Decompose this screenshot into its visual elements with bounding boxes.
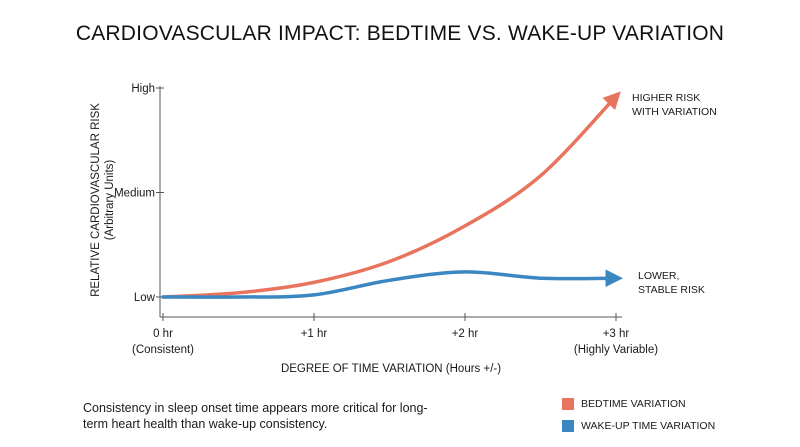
x-tick-label: +3 hr	[603, 328, 630, 340]
x-tick-label: +2 hr	[452, 328, 479, 340]
series-line-wakeup	[161, 269, 623, 299]
legend-label: BEDTIME VARIATION	[581, 398, 686, 410]
legend-item: WAKE-UP TIME VARIATION	[562, 417, 715, 435]
y-tick-label: High	[131, 83, 155, 95]
y-axis-subtitle: (Arbitrary Units)	[104, 160, 116, 241]
x-tick-sublabel: (Consistent)	[132, 344, 194, 356]
legend-item: BEDTIME VARIATION	[562, 395, 715, 413]
series-annotation: LOWER,	[638, 270, 679, 282]
y-tick-label: Medium	[114, 188, 155, 200]
labels-layer: Low Medium High 0 hr (Consistent) +1 hr +2 hr +…	[90, 83, 717, 375]
series-annotation: STABLE RISK	[638, 284, 705, 296]
footnote: Consistency in sleep onset time appears …	[83, 401, 428, 431]
legend-label: WAKE-UP TIME VARIATION	[581, 420, 716, 432]
x-tick-sublabel: (Highly Variable)	[574, 344, 658, 356]
series-annotation: HIGHER RISK	[632, 92, 700, 104]
legend-swatch	[562, 398, 574, 410]
legend-swatch	[562, 420, 574, 432]
chart-title: CARDIOVASCULAR IMPACT: BEDTIME VS. WAKE-…	[75, 22, 725, 45]
series-annotation: WITH VARIATION	[632, 106, 717, 118]
x-tick-label: 0 hr	[153, 328, 173, 340]
axes	[156, 86, 622, 321]
series-line-bedtime	[161, 91, 621, 299]
series-layer	[161, 91, 623, 299]
x-tick-label: +1 hr	[301, 328, 328, 340]
x-axis-title: DEGREE OF TIME VARIATION (Hours +/-)	[281, 363, 501, 375]
legend: BEDTIME VARIATION WAKE-UP TIME VARIATION	[562, 395, 715, 439]
y-axis-title: RELATIVE CARDIOVASCULAR RISK	[90, 103, 102, 297]
y-tick-label: Low	[134, 292, 156, 304]
